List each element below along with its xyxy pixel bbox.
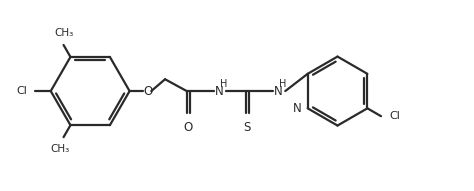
Text: O: O	[144, 85, 153, 98]
Text: O: O	[183, 121, 193, 134]
Text: N: N	[274, 85, 283, 98]
Text: S: S	[244, 121, 251, 134]
Text: N: N	[215, 85, 224, 98]
Text: H: H	[219, 79, 227, 89]
Text: Cl: Cl	[389, 111, 400, 121]
Text: H: H	[279, 79, 286, 89]
Text: Cl: Cl	[16, 86, 27, 96]
Text: CH₃: CH₃	[50, 144, 69, 154]
Text: N: N	[293, 102, 302, 115]
Text: CH₃: CH₃	[54, 28, 73, 38]
